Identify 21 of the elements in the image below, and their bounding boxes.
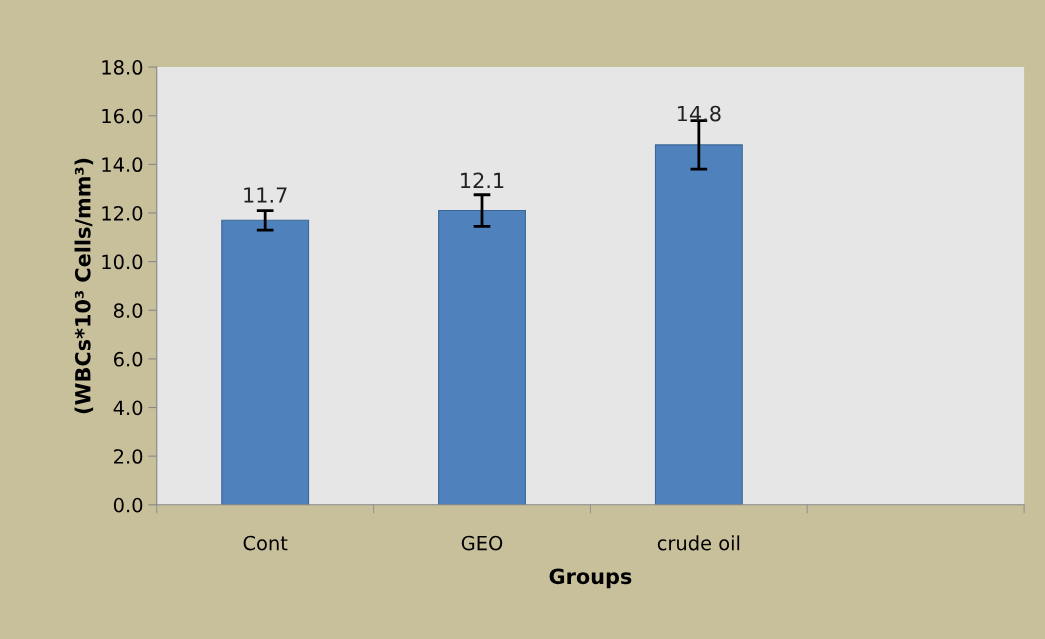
bar bbox=[221, 219, 310, 505]
bar bbox=[654, 144, 743, 505]
data-label: 12.1 bbox=[461, 172, 504, 188]
y-tick-label: 8.0 bbox=[113, 303, 143, 318]
x-tick-label: Cont bbox=[243, 535, 288, 551]
x-axis-title: Groups bbox=[549, 568, 632, 589]
y-tick-label: 0.0 bbox=[113, 497, 143, 513]
y-axis-title: (WBCs*10³ Cells/mm³) bbox=[74, 158, 94, 414]
x-tick-label: crude oil bbox=[657, 535, 740, 551]
y-tick-label: 10.0 bbox=[102, 254, 143, 270]
x-tick-label: GEO bbox=[461, 535, 503, 551]
y-tick-label: 16.0 bbox=[102, 108, 143, 124]
bar bbox=[438, 210, 526, 505]
y-tick-label: 18.0 bbox=[102, 60, 143, 75]
data-label: 11.7 bbox=[244, 187, 287, 203]
data-label: 14.8 bbox=[677, 105, 721, 122]
y-tick-label: 14.0 bbox=[102, 157, 143, 173]
y-tick-label: 2.0 bbox=[114, 449, 143, 464]
y-tick-label: 6.0 bbox=[113, 351, 143, 367]
y-tick-label: 4.0 bbox=[113, 400, 143, 416]
y-tick-label: 12.0 bbox=[102, 205, 143, 221]
